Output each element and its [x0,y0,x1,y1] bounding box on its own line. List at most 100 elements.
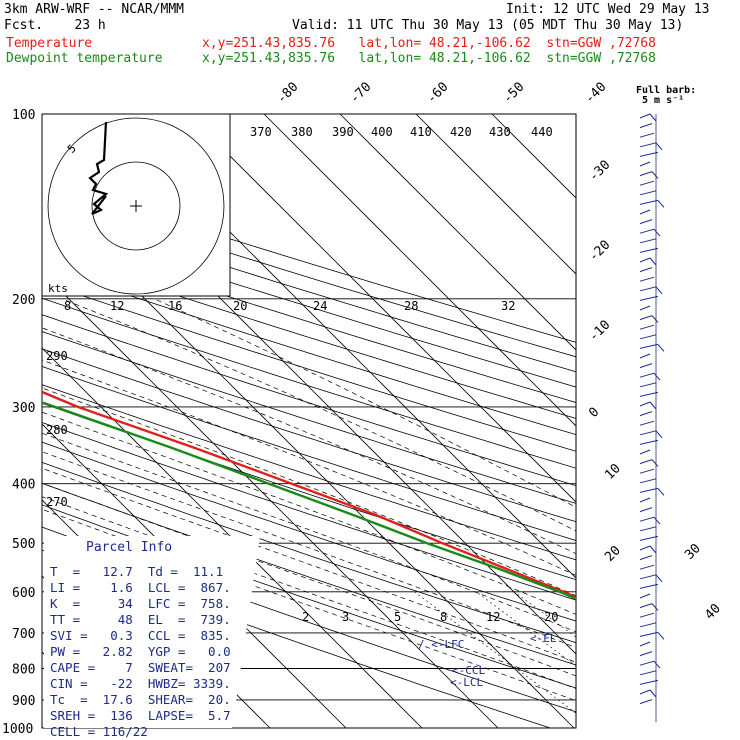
init-time: Init: 12 UTC Wed 29 May 13 [506,2,710,17]
wind-barb [639,315,653,321]
dry-adiabat-line [42,348,576,523]
wind-barb [639,247,659,253]
wind-barb-flag [653,516,661,525]
dry-adiabat-line [42,402,576,581]
isotherm-label: 30 [682,541,704,563]
wind-barb [639,238,657,244]
isotherm-label: -30 [586,158,613,185]
wind-barb-flag [657,632,665,640]
pressure-tick-label: 900 [12,694,35,709]
wind-barb [639,142,657,148]
wind-barb-flag [655,142,663,151]
legend-temperature-location: x,y=251.43,835.76 lat,lon= 48.21,-106.62… [202,36,656,51]
legend-temperature-name: Temperature [6,36,93,51]
theta-label: 280 [46,423,68,437]
isotherm-label: -50 [500,80,527,107]
wind-barb [639,545,651,551]
theta-label: 380 [291,125,313,139]
hodograph-speed-label: 32 [501,299,515,313]
isotherm-label: -60 [424,80,451,107]
wind-barb [639,612,655,618]
wind-barb [639,622,657,628]
wind-barb-flag [653,372,661,381]
moist-adiabat-line [42,327,576,555]
wind-barb [639,689,651,695]
wind-barb [639,372,655,378]
parcel-row: SREH = 136 LAPSE= 5.7 [50,708,231,723]
hodograph-speed-label: 16 [168,299,182,313]
valid-time: Valid: 11 UTC Thu 30 May 13 (05 MDT Thu … [292,18,684,33]
wind-barb [639,603,653,609]
hodograph-speed-label: 8 [64,299,71,313]
pressure-tick-label: 100 [12,108,35,123]
wind-barb-flag [649,689,657,698]
wind-barb-flag [649,257,657,266]
dry-adiabat-line [42,266,576,436]
wind-barb [639,439,659,445]
wind-barb [639,305,651,311]
dry-adiabat-line [42,441,576,622]
hodograph-ring [47,117,225,295]
wind-barb [639,276,655,282]
wind-barb [639,660,655,666]
wind-barb [639,420,655,426]
wind-barb [639,526,657,532]
wind-barb [639,641,651,647]
wind-barb [639,363,653,369]
wind-barb [639,478,657,484]
mixing-ratio-line [414,591,576,714]
theta-label: 270 [46,495,68,509]
parcel-row: CIN = -22 HWBZ= 3339. [50,676,231,691]
wind-barb [639,286,657,292]
wind-barb-flag [655,286,663,295]
wind-barb [639,411,653,417]
dry-adiabat-line [42,250,576,419]
wind-barb-flag [651,459,659,467]
wind-barb [639,123,653,129]
pressure-tick-label: 200 [12,293,35,308]
parcel-row: CAPE = 7 SWEAT= 207 [50,660,231,675]
isotherm-label: -40 [582,80,609,107]
theta-label: 290 [46,349,68,363]
pressure-tick-label: 800 [12,662,35,677]
wind-barb [639,631,659,637]
parcel-row: SVI = 0.3 CCL = 835. [50,628,231,643]
mixing-ratio-label: 12 [486,610,500,624]
dewpoint-series-line [42,401,576,600]
wind-barb [639,497,651,503]
mixing-ratio-line [475,591,576,667]
legend-dewpoint-location: x,y=251.43,835.76 lat,lon= 48.21,-106.62… [202,51,656,66]
dry-adiabat-line [42,421,576,601]
wind-barb-flag [651,171,659,179]
wind-barb [639,199,659,205]
wind-barb [639,180,655,186]
isotherm-label: 10 [602,461,624,483]
parcel-level-marker: / <-LFC [418,638,464,651]
wind-barb-flag [653,660,661,669]
barb-legend-line2: 5 m s⁻¹ [642,95,685,106]
mixing-ratio-label: 20 [544,610,558,624]
parcel-row: K = 34 LFC = 758. [50,596,231,611]
theta-label: 390 [332,125,354,139]
wind-barb [639,564,655,570]
hodograph-unit-label: kts [48,282,68,295]
wind-barb [639,468,655,474]
wind-barb-flag [649,545,657,554]
parcel-level-marker: <-CCL [452,664,485,677]
wind-barb-flag [649,113,657,122]
wind-barb [639,391,659,397]
moist-adiabat-line [42,359,576,576]
parcel-row: Tc = 17.6 SHEAR= 20. [50,692,231,707]
moist-adiabat-line [42,411,576,615]
parcel-row: LI = 1.6 LCL = 867. [50,580,231,595]
temperature-series-line [42,390,576,599]
parcel-row: T = 12.7 Td = 11.1 [50,564,224,579]
wind-barb [639,295,659,301]
wind-barb-flag [649,401,657,410]
wind-barb-flag [655,574,663,583]
dry-adiabat-line [42,297,576,469]
wind-barb [639,334,657,340]
wind-barb [639,190,657,196]
